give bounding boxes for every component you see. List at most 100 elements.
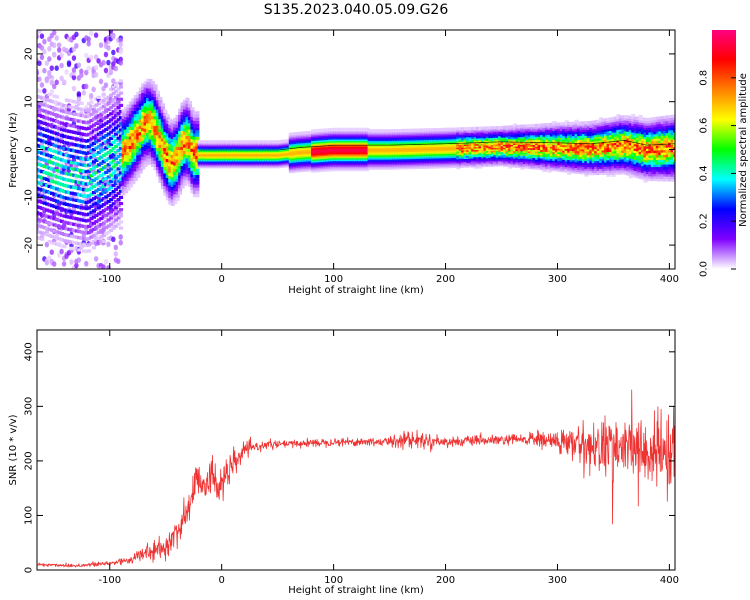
spectrogram-cell [173,149,178,153]
spectrogram-cell [67,184,72,189]
spectrogram-cell [160,151,165,155]
spectrogram-cell [57,157,62,161]
spectrogram-cell [185,158,190,162]
spectrogram-cell [128,126,133,131]
spectrogram-cell [42,158,47,162]
spectrogram-cell [74,217,79,221]
spectrogram-cell [136,158,141,162]
spectrogram-cell [136,98,141,102]
spectrogram-cell [47,46,52,52]
spectrogram-cell [182,115,188,119]
spectrogram-cell [104,226,109,230]
spectrogram-cell [72,112,77,116]
spectrogram-cell [91,178,96,182]
spectrogram-cell [89,106,94,110]
spectrogram-cell [155,112,161,117]
spectrogram-cell [86,224,92,228]
spectrogram-cell [131,139,136,143]
spectrogram-cell [86,114,92,118]
spectrogram-cell [266,140,271,144]
spectrogram-cell [69,222,74,226]
spectrogram-cell [54,95,60,99]
spectrogram-cell [104,213,109,217]
spectrogram-cell [74,43,79,49]
spectrogram-cell [155,103,161,107]
spectrogram-cell [69,228,74,232]
spectrogram-cell [143,131,148,136]
spectrogram-cell [173,168,178,172]
spectrogram-cell [99,173,104,178]
spectrogram-cell [131,158,136,162]
spectrogram-cell [180,137,185,141]
spectrogram-cell [146,123,151,127]
spectrogram-cell [106,187,111,191]
spectrogram-cell [148,145,153,150]
spectrogram-cell [182,144,188,148]
spectrogram-cell [150,112,156,117]
spectrogram-cell [74,131,79,135]
spectrogram-cell [175,159,180,163]
spectrogram-cell [88,92,94,99]
spectrogram-cell [52,223,57,227]
spectrogram-cell [74,235,79,239]
spectrogram-cell [69,209,74,214]
spectrogram-cell [148,91,153,95]
spectrogram-cell [146,158,151,162]
spectrogram-cell [146,78,151,82]
spectrogram-cell [42,115,47,119]
spectrogram-cell [155,100,161,104]
spectrogram-cell [37,156,42,161]
spectrogram-cell [42,207,47,211]
spectrogram-cell [121,185,126,190]
spectrogram-cell [131,107,136,111]
spectrogram-cell [192,114,197,118]
spectrogram-cell [57,139,62,143]
spectrogram-cell [79,175,84,179]
spectrogram-cell [158,154,163,158]
spectrogram-cell [99,124,104,129]
spectrogram-cell [121,134,126,139]
spectrogram-cell [59,189,64,193]
spectrogram-cell [180,178,185,182]
spectrogram-cell [84,225,89,229]
spectrogram-cell [138,138,143,142]
spectrogram-cell [143,160,148,164]
spectrogram-cell [126,123,131,127]
spectrogram-cell [57,206,62,210]
spectrogram-cell [89,174,94,178]
spectrogram-cell [180,166,185,170]
spectrogram-cell [170,180,175,184]
spectrogram-cell [121,122,126,126]
spectrogram-cell [315,128,321,133]
spectrogram-cell [150,90,156,94]
spectrogram-cell [131,161,136,166]
spectrogram-cell [106,114,111,118]
spectrogram-cell [158,151,163,155]
spectrogram-cell [106,120,111,124]
spectrogram-cell [37,224,42,228]
spectrogram-cell [155,90,161,94]
spectrogram-cell [45,220,50,225]
spectrogram-cell [89,168,94,172]
spectrogram-cell [94,121,99,126]
spectrogram-cell [111,171,116,175]
spectrogram-cell [96,181,101,185]
spectrogram-cell [72,124,77,128]
spectrogram-cell [131,123,136,127]
spectrogram-cell [175,175,180,179]
spectrogram-cell [136,110,141,115]
spectrogram-cell [77,180,82,185]
spectrogram-cell [165,149,170,153]
spectrogram-cell [67,197,72,201]
spectrogram-cell [170,126,175,130]
spectrogram-cell [283,139,289,143]
spectrogram-cell [52,155,57,160]
spectrogram-cell [131,110,136,115]
spectrogram-cell [133,104,138,108]
spectrogram-cell [163,144,168,148]
spectrogram-cell [138,100,143,104]
spectrogram-cell [40,145,45,149]
spectrogram-cell [158,173,163,177]
spectrogram-cell [182,141,188,145]
spectrogram-cell [79,107,84,112]
